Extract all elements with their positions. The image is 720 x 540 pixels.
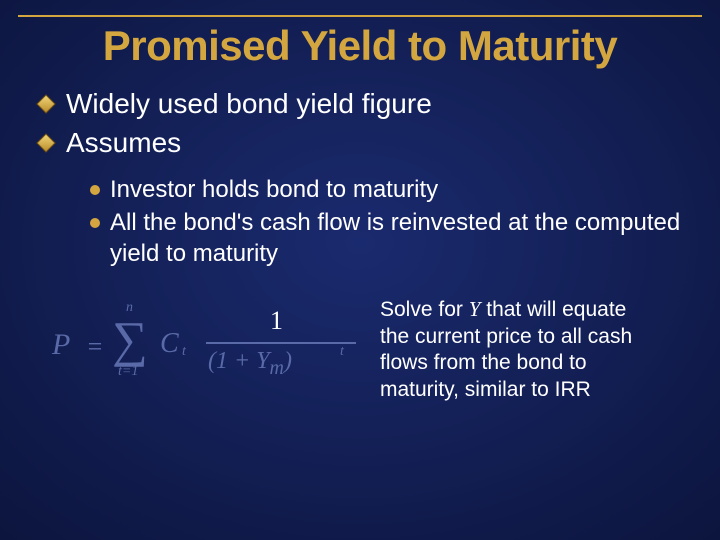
formula-fraction-bar xyxy=(206,342,356,344)
dot-bullet-icon xyxy=(90,185,100,195)
sub-list: Investor holds bond to maturity All the … xyxy=(36,164,684,270)
content-area: Widely used bond yield figure Assumes In… xyxy=(0,68,720,404)
solve-pre: Solve for xyxy=(380,298,469,321)
formula-den-y: Y xyxy=(256,348,269,374)
formula-csub: t xyxy=(182,344,186,360)
formula-den-ysub: m xyxy=(270,356,284,378)
formula-sigma: ∑ xyxy=(112,310,148,368)
dot-bullet-icon xyxy=(90,218,100,228)
list-item-text: All the bond's cash flow is reinvested a… xyxy=(110,207,684,269)
title-rule xyxy=(18,15,702,17)
diamond-bullet-icon xyxy=(36,133,56,153)
formula-numerator: 1 xyxy=(270,306,283,336)
list-item-text: Investor holds bond to maturity xyxy=(110,174,438,205)
list-item: Assumes xyxy=(36,125,684,160)
formula-den-close: ) xyxy=(284,348,292,374)
list-item-text: Widely used bond yield figure xyxy=(66,86,432,121)
formula-c: C xyxy=(160,328,179,360)
bottom-row: P = ∑ n t=1 C t 1 (1 + Ym) t Solve for Y… xyxy=(36,272,684,405)
formula-denominator: (1 + Ym) xyxy=(208,348,292,380)
formula-den-open: (1 + xyxy=(208,348,256,374)
list-item: Widely used bond yield figure xyxy=(36,86,684,121)
formula-upper: n xyxy=(126,300,133,316)
list-item-text: Assumes xyxy=(66,125,181,160)
list-item: Investor holds bond to maturity xyxy=(90,174,684,205)
page-title: Promised Yield to Maturity xyxy=(0,0,720,68)
formula-exponent: t xyxy=(340,344,344,360)
list-item: All the bond's cash flow is reinvested a… xyxy=(90,207,684,269)
formula-p: P xyxy=(52,328,70,362)
formula-eq: = xyxy=(86,332,104,362)
diamond-bullet-icon xyxy=(36,94,56,114)
formula-lower: t=1 xyxy=(118,364,138,380)
formula: P = ∑ n t=1 C t 1 (1 + Ym) t xyxy=(48,292,358,402)
solve-text: Solve for Y that will equate the current… xyxy=(380,292,660,405)
solve-var: Y xyxy=(469,297,481,321)
